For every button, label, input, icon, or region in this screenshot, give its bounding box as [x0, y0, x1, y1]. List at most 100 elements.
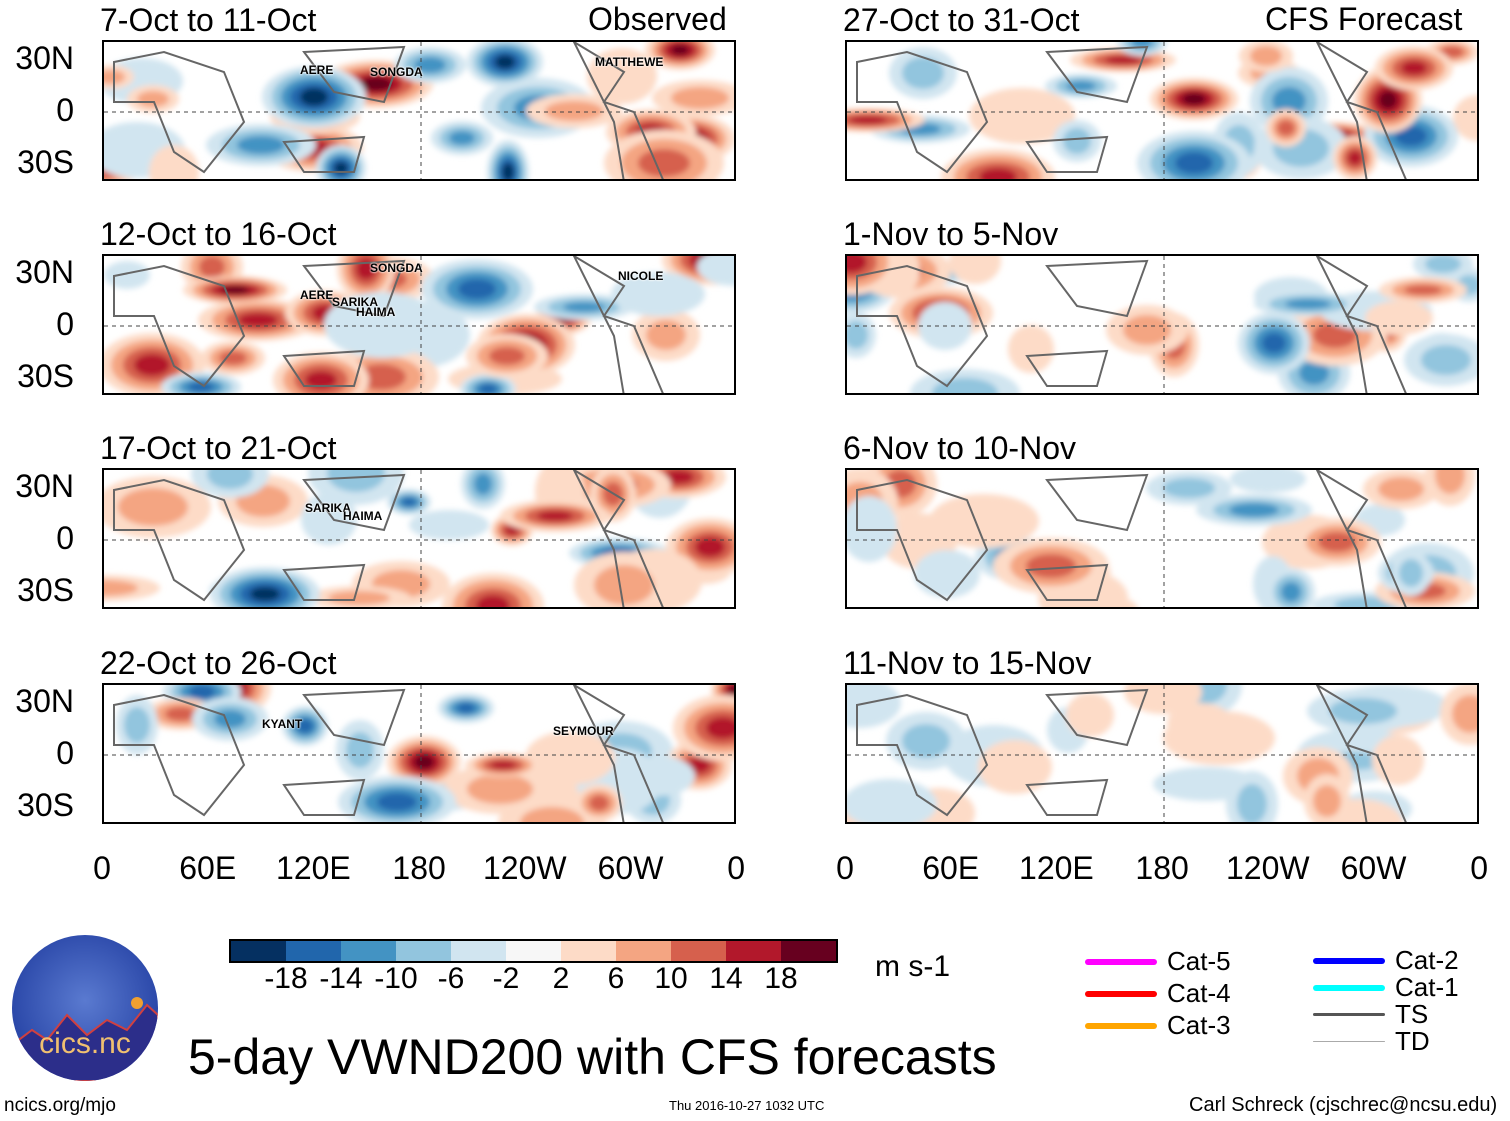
- lat-label: 0: [56, 735, 74, 771]
- colorbar-label: -2: [492, 962, 520, 995]
- map-panel: [845, 40, 1479, 181]
- colorbar-label: 10: [654, 962, 688, 995]
- wind-anomaly-contour: [847, 256, 867, 273]
- wind-anomaly-contour: [1318, 532, 1356, 552]
- lon-label: 180: [1135, 850, 1189, 886]
- wind-anomaly-contour: [847, 321, 868, 349]
- legend-swatch: [1085, 990, 1157, 997]
- wind-anomaly-contour: [489, 347, 525, 365]
- wind-anomaly-contour: [104, 580, 138, 596]
- wind-anomaly-contour: [1313, 322, 1357, 348]
- panel-title: 7-Oct to 11-Oct: [100, 2, 317, 38]
- wind-anomaly-contour: [134, 354, 170, 376]
- storm-label: AERE: [300, 63, 334, 77]
- wind-anomaly-contour: [490, 761, 516, 769]
- lon-label: 120E: [1019, 850, 1094, 886]
- legend-swatch: [1313, 984, 1385, 991]
- wind-anomaly-contour: [1262, 333, 1286, 353]
- colorbar-label: -18: [264, 962, 308, 995]
- lon-label: 0: [727, 850, 746, 886]
- wind-anomaly-contour: [297, 719, 313, 733]
- storm-label: NICOLE: [618, 269, 664, 283]
- wind-anomaly-contour: [1329, 698, 1397, 724]
- wind-anomaly-contour: [589, 795, 609, 811]
- colorbar-label: 14: [709, 962, 743, 995]
- lon-label: 0: [93, 850, 111, 886]
- wind-anomaly-contour: [1299, 361, 1329, 385]
- wind-anomaly-contour: [207, 470, 253, 489]
- map-panel: [102, 468, 736, 609]
- lon-label: 0: [836, 850, 854, 886]
- wind-anomaly-contour: [219, 351, 247, 365]
- coastline: [113, 685, 664, 822]
- lat-label: 30N: [15, 468, 74, 504]
- colorbar: [229, 939, 838, 963]
- wind-anomaly-contour: [327, 470, 385, 492]
- colorbar-bin: [341, 941, 396, 961]
- panel-title: 1-Nov to 5-Nov: [843, 216, 1059, 252]
- wind-anomaly-contour: [360, 77, 392, 91]
- wind-anomaly-contour: [1440, 46, 1464, 58]
- wind-anomaly-contour: [706, 717, 734, 739]
- wind-anomaly-contour: [301, 493, 357, 545]
- colorbar-bin: [726, 941, 781, 961]
- wind-anomaly-contour: [1421, 345, 1471, 375]
- colorbar-label: 6: [607, 962, 625, 995]
- wind-anomaly-contour: [1313, 785, 1341, 817]
- wind-anomaly-contour: [199, 256, 225, 278]
- wind-anomaly-contour: [221, 286, 249, 294]
- lat-label: 30S: [17, 144, 74, 180]
- lon-label: 120W: [483, 850, 567, 886]
- wind-anomaly-contour: [402, 498, 416, 506]
- wind-anomaly-contour: [476, 595, 510, 607]
- coastline: [856, 256, 1407, 393]
- wind-anomaly-contour: [671, 45, 689, 55]
- coastline: [856, 685, 1407, 822]
- wind-anomaly-contour: [949, 256, 1001, 284]
- legend-label: TD: [1395, 1026, 1430, 1056]
- colorbar-bin: [451, 941, 506, 961]
- wind-anomaly-contour: [1281, 582, 1301, 602]
- wind-anomaly-contour: [646, 320, 686, 350]
- map-panel: [845, 468, 1479, 609]
- coastline: [113, 256, 664, 393]
- colorbar-unit: m s-1: [875, 950, 950, 983]
- storm-label: HAIMA: [356, 305, 396, 319]
- storm-label: SARIKA: [305, 501, 352, 515]
- wind-anomaly-contour: [695, 537, 725, 557]
- wind-anomaly-contour: [467, 774, 533, 804]
- lon-label: 120W: [1226, 850, 1310, 886]
- wind-anomaly-contour: [1105, 56, 1141, 64]
- forecast-header: CFS Forecast: [1265, 1, 1463, 37]
- observed-header: Observed: [588, 1, 727, 37]
- wind-anomaly-contour: [1063, 128, 1091, 154]
- wind-anomaly-contour: [611, 272, 705, 316]
- lat-label: 30N: [15, 683, 74, 719]
- wind-anomaly-contour: [1348, 151, 1362, 165]
- wind-anomaly-contour: [1379, 91, 1397, 109]
- colorbar-bin: [231, 941, 286, 961]
- wind-anomaly-contour: [1008, 325, 1054, 373]
- lon-label: 0: [1470, 850, 1489, 886]
- figure-title: 5-day VWND200 with CFS forecasts: [188, 1029, 997, 1085]
- map-panel: [102, 40, 736, 181]
- storm-label: SEYMOUR: [553, 724, 614, 738]
- wind-anomaly-contour: [188, 382, 214, 392]
- wind-anomaly-contour: [250, 587, 280, 601]
- colorbar-bin: [396, 941, 451, 961]
- wind-anomaly-contour: [1175, 152, 1213, 174]
- coastline: [856, 470, 1407, 607]
- wind-anomaly-contour: [537, 511, 573, 521]
- colorbar-label: -6: [437, 962, 465, 995]
- wind-anomaly-contour: [1452, 695, 1477, 733]
- wind-anomaly-contour: [377, 793, 417, 811]
- map-panel: [102, 254, 736, 395]
- storm-label: HAIMA: [343, 509, 383, 523]
- lat-label: 30N: [15, 40, 74, 76]
- wind-anomaly-contour: [969, 88, 1075, 144]
- wind-anomaly-contour: [124, 707, 150, 743]
- wind-anomaly-contour: [847, 779, 937, 822]
- lat-label: 30S: [17, 787, 74, 823]
- wind-anomaly-contour: [495, 55, 515, 69]
- wind-anomaly-contour: [902, 724, 950, 758]
